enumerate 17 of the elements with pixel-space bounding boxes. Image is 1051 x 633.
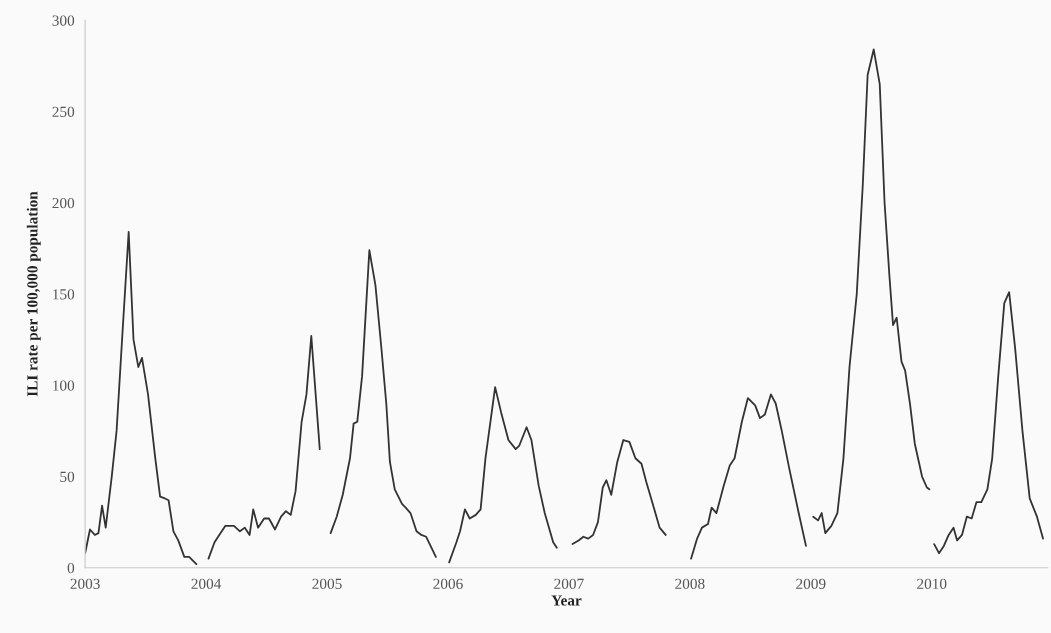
y-tick-label: 250 [52,106,75,117]
y-tick-label: 50 [60,471,75,482]
x-tick-label: 2006 [433,578,463,589]
x-tick-label: 2008 [675,578,705,589]
y-tick-label: 200 [52,197,75,209]
x-tick-label: 2005 [312,578,342,589]
y-axis-title: ILI rate per 100,000 population [26,191,41,397]
x-axis-title: Year [551,595,582,606]
x-tick-label: 2009 [796,578,826,589]
x-tick-label: 2010 [917,578,947,589]
x-tick-label: 2003 [70,578,100,589]
x-tick-label: 2004 [191,578,222,589]
y-tick-label: 100 [53,380,75,391]
y-tick-label: 300 [52,15,75,26]
x-tick-label: 2007 [554,578,584,589]
y-tick-label: 0 [67,562,75,574]
y-tick-label: 150 [53,289,75,300]
